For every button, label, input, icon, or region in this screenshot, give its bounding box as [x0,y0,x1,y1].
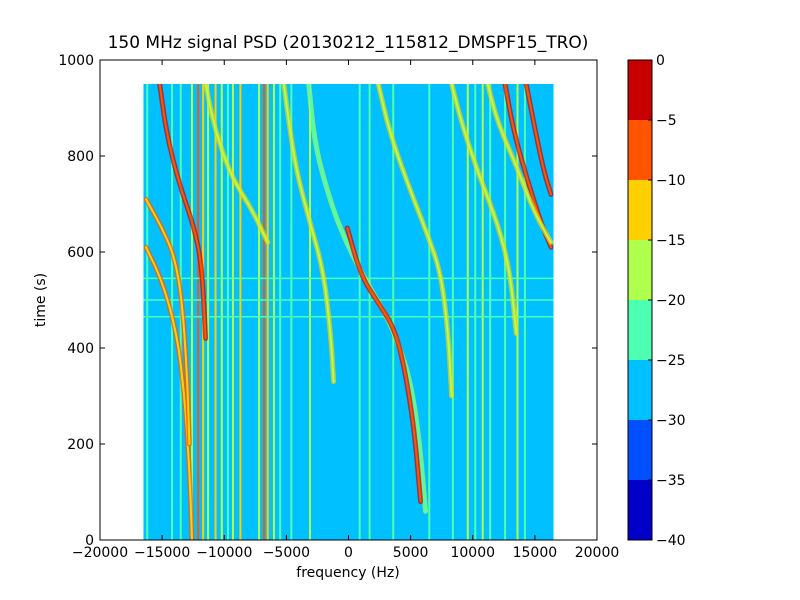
y-tick-label-1: 200 [67,437,94,453]
x-tick-label-1: −15000 [134,545,190,561]
y-tick-label-5: 1000 [58,53,94,69]
x-axis-label: frequency (Hz) [296,565,399,581]
colorbar-level-3 [628,300,652,360]
curve-1 [144,198,191,445]
colorbar-tick-label-8: −40 [656,533,686,549]
colorbar-tick-label-5: −25 [656,353,686,369]
y-tick-label-3: 600 [67,245,94,261]
curve-8 [450,84,518,335]
curve-11 [486,84,553,244]
x-axis: −20000 −15000 −10000 −5000 0 5000 10000 15000 20… [72,60,619,561]
curve-0 [144,246,193,540]
curve-6 [346,227,422,503]
colorbar-level-5 [628,180,652,240]
heatmap-data [143,84,554,540]
x-tick-label-5: 5000 [393,545,429,561]
x-tick-label-2: −10000 [196,545,252,561]
curve-2 [158,84,207,340]
colorbar-tick-label-7: −35 [656,473,686,489]
colorbar-tick-label-1: −5 [656,113,677,129]
x-tick-label-0: −20000 [72,545,128,561]
chart-title: 150 MHz signal PSD (20130212_115812_DMSP… [108,33,589,53]
x-tick-label-3: −5000 [263,545,310,561]
y-tick-label-2: 400 [67,341,94,357]
plot-area [99,59,598,541]
colorbar-level-1 [628,420,652,480]
heatmap-background [143,84,554,540]
x-tick-label-7: 15000 [513,545,558,561]
colorbar-level-7 [628,60,652,120]
colorbar-level-4 [628,240,652,300]
curve-4 [282,84,335,383]
colorbar-level-0 [628,480,652,540]
y-axis: 0 200 400 600 800 1000 [58,53,597,549]
curve-3 [204,84,269,244]
x-tick-label-4: 0 [344,545,353,561]
y-tick-label-0: 0 [85,533,94,549]
colorbar-level-2 [628,360,652,420]
curve-7 [377,84,453,397]
y-axis-label: time (s) [33,273,49,327]
colorbar-tick-label-2: −10 [656,173,686,189]
colorbar-tick-label-4: −20 [656,293,686,309]
colorbar-level-6 [628,120,652,180]
colorbar-tick-label-3: −15 [656,233,686,249]
colorbar: 0 −5 −10 −15 −20 −25 −30 −35 −40 [627,53,686,549]
x-tick-label-8: 20000 [575,545,620,561]
y-tick-label-4: 800 [67,149,94,165]
colorbar-tick-label-0: 0 [656,53,665,69]
curve-10 [525,84,553,196]
colorbar-tick-label-6: −30 [656,413,686,429]
x-tick-label-6: 10000 [450,545,495,561]
